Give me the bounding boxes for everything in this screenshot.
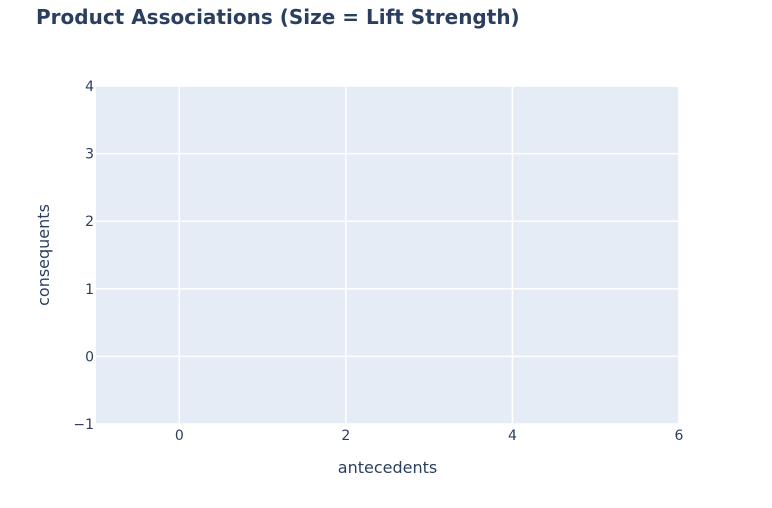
x-tick-label: 6 [675,428,684,444]
y-axis-label: consequents [34,204,53,306]
y-tick-label: 4 [85,79,94,95]
x-tick-label: 0 [175,428,184,444]
x-axis-ticks: 0 2 4 6 [175,428,684,444]
grid-lines [96,85,680,425]
y-axis-ticks: −1 0 1 2 3 4 [73,79,94,433]
y-tick-label: 3 [85,147,94,163]
y-tick-label: 1 [85,282,94,298]
plot-area [96,86,679,424]
chart-title: Product Associations (Size = Lift Streng… [36,5,520,29]
x-tick-label: 2 [341,428,350,444]
y-tick-label: −1 [73,417,94,433]
y-tick-label: 2 [85,214,94,230]
x-axis-label: antecedents [338,458,437,477]
y-tick-label: 0 [85,349,94,365]
x-tick-label: 4 [508,428,517,444]
